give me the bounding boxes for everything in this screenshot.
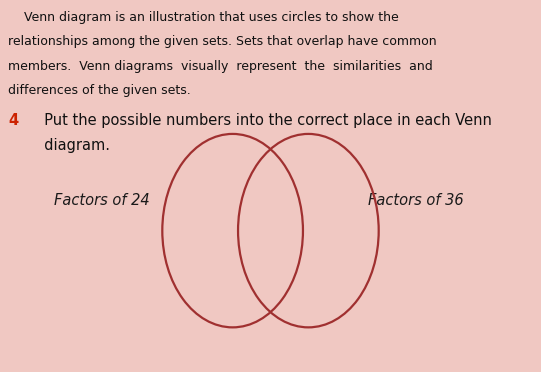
Text: diagram.: diagram. bbox=[35, 138, 110, 153]
Text: members.  Venn diagrams  visually  represent  the  similarities  and: members. Venn diagrams visually represen… bbox=[8, 60, 433, 73]
Text: 4: 4 bbox=[8, 113, 18, 128]
Text: Factors of 24: Factors of 24 bbox=[54, 193, 150, 208]
Text: Factors of 36: Factors of 36 bbox=[368, 193, 464, 208]
Text: relationships among the given sets. Sets that overlap have common: relationships among the given sets. Sets… bbox=[8, 35, 437, 48]
Text: Venn diagram is an illustration that uses circles to show the: Venn diagram is an illustration that use… bbox=[8, 11, 399, 24]
Text: Put the possible numbers into the correct place in each Venn: Put the possible numbers into the correc… bbox=[35, 113, 492, 128]
Text: differences of the given sets.: differences of the given sets. bbox=[8, 84, 191, 97]
